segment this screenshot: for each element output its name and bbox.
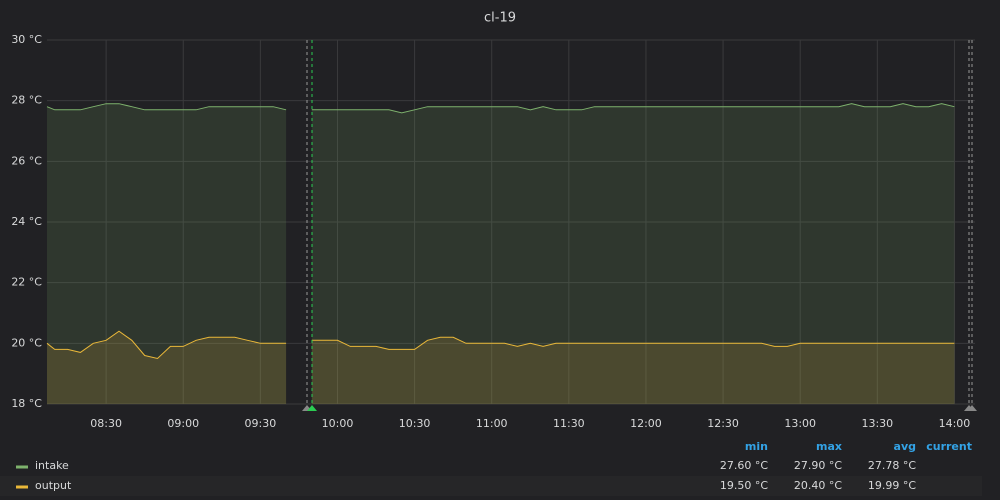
annotation-marker[interactable] <box>967 405 977 411</box>
x-tick-label: 13:30 <box>861 417 893 430</box>
legend-header: min <box>745 440 768 453</box>
annotation-marker[interactable] <box>307 405 317 411</box>
legend-stat: 27.78 °C <box>868 459 916 472</box>
y-tick-label: 18 °C <box>11 397 42 410</box>
series-line <box>46 103 287 111</box>
series-area <box>311 103 955 404</box>
series-area <box>47 103 287 404</box>
series-line <box>46 330 287 360</box>
series-line <box>311 103 955 114</box>
legend-row-bg <box>0 476 982 496</box>
y-tick-label: 30 °C <box>11 33 42 46</box>
grid: 18 °C 20 °C 22 °C 24 °C 26 °C 28 °C 30 °C 08:30… <box>11 33 975 430</box>
annotations <box>302 40 977 411</box>
x-tick-label: 09:00 <box>167 417 199 430</box>
chart-title: cl-19 <box>484 11 516 26</box>
x-tick-label: 13:00 <box>784 417 816 430</box>
x-tick-label: 11:00 <box>476 417 508 430</box>
legend-header: current <box>926 440 972 453</box>
legend-header: max <box>816 440 842 453</box>
legend-stat: 20.40 °C <box>794 479 842 492</box>
x-tick-label: 10:00 <box>322 417 354 430</box>
series-area <box>47 331 287 404</box>
legend-header: avg <box>894 440 916 453</box>
y-tick-label: 28 °C <box>11 94 42 107</box>
legend-stat: 19.50 °C <box>720 479 768 492</box>
x-tick-label: 08:30 <box>90 417 122 430</box>
legend-label[interactable]: intake <box>35 459 69 472</box>
x-tick-label: 12:00 <box>630 417 662 430</box>
x-tick-label: 10:30 <box>399 417 431 430</box>
legend-stat: 27.90 °C <box>794 459 842 472</box>
y-tick-label: 22 °C <box>11 276 42 289</box>
legend-stat: 27.60 °C <box>720 459 768 472</box>
x-tick-label: 09:30 <box>245 417 277 430</box>
y-tick-label: 20 °C <box>11 336 42 349</box>
series-line <box>311 336 955 350</box>
legend-stat: 19.99 °C <box>868 479 916 492</box>
y-tick-label: 26 °C <box>11 154 42 167</box>
x-tick-label: 12:30 <box>707 417 739 430</box>
y-tick-label: 24 °C <box>11 215 42 228</box>
x-tick-label: 11:30 <box>553 417 585 430</box>
plot <box>46 103 955 404</box>
legend-label[interactable]: output <box>35 479 72 492</box>
x-tick-label: 14:00 <box>939 417 971 430</box>
series-area <box>311 337 955 404</box>
legend: min max avg current intake 27.60 °C 27.90 °C 27… <box>16 440 972 492</box>
